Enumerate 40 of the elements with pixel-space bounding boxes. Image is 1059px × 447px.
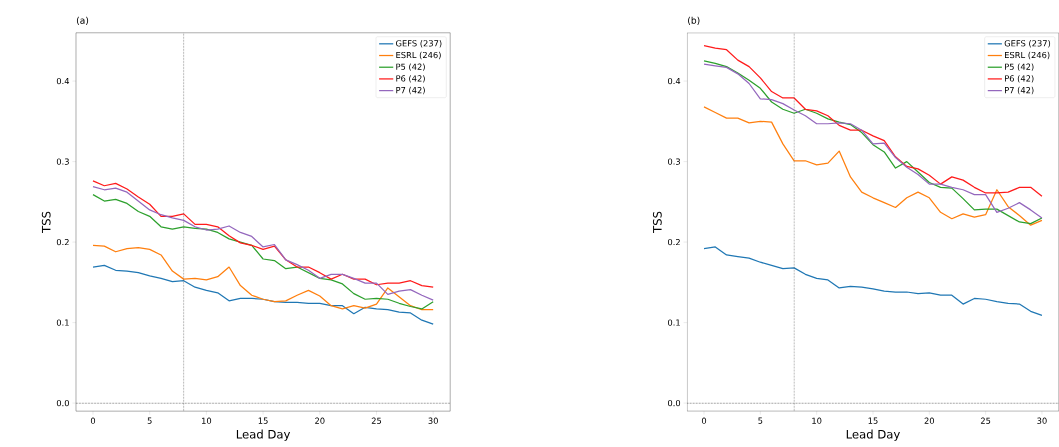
y-tick-label: 0.2	[56, 238, 69, 246]
x-tick-label: 30	[428, 417, 438, 424]
legend-label: P6 (42)	[1005, 74, 1034, 83]
chart-title: (a)	[76, 16, 89, 25]
y-tick-label: 0.0	[56, 399, 69, 407]
y-tick-label: 0.2	[667, 238, 680, 246]
x-tick-label: 20	[315, 417, 325, 424]
y-axis-title: TSS	[41, 211, 51, 233]
x-tick-label: 30	[1037, 417, 1047, 424]
legend-label: P7 (42)	[396, 86, 425, 95]
y-tick-label: 0.3	[56, 158, 69, 165]
y-tick-label: 0.1	[667, 319, 680, 326]
legend-label: GEFS (237)	[396, 39, 442, 48]
x-axis-title: Lead Day	[236, 429, 291, 441]
x-tick-label: 20	[924, 417, 935, 424]
x-tick-label: 5	[147, 417, 152, 424]
chart-title: (b)	[688, 16, 700, 25]
legend-label: ESRL (246)	[1005, 51, 1050, 59]
legend-label: P5 (42)	[1005, 63, 1034, 71]
x-tick-label: 25	[980, 417, 991, 424]
legend-label: P6 (42)	[396, 74, 425, 83]
x-axis-title: Lead Day	[846, 429, 900, 441]
x-tick-label: 25	[371, 417, 382, 424]
legend-label: P7 (42)	[1005, 86, 1034, 95]
legend-label: ESRL (246)	[396, 51, 441, 59]
y-tick-label: 0.4	[56, 77, 70, 85]
x-tick-label: 10	[812, 417, 822, 424]
x-tick-label: 0	[90, 417, 96, 424]
x-tick-label: 0	[701, 417, 707, 424]
x-tick-label: 15	[868, 417, 878, 424]
y-axis-title: TSS	[652, 211, 662, 233]
legend-label: GEFS (237)	[1004, 39, 1051, 48]
y-tick-label: 0.1	[56, 319, 69, 326]
y-tick-label: 0.4	[667, 77, 681, 85]
x-tick-label: 10	[202, 417, 212, 424]
x-tick-label: 5	[758, 417, 763, 424]
legend-label: P5 (42)	[396, 63, 425, 71]
y-tick-label: 0.3	[667, 158, 680, 165]
y-tick-label: 0.0	[667, 399, 681, 407]
x-tick-label: 15	[258, 417, 268, 424]
